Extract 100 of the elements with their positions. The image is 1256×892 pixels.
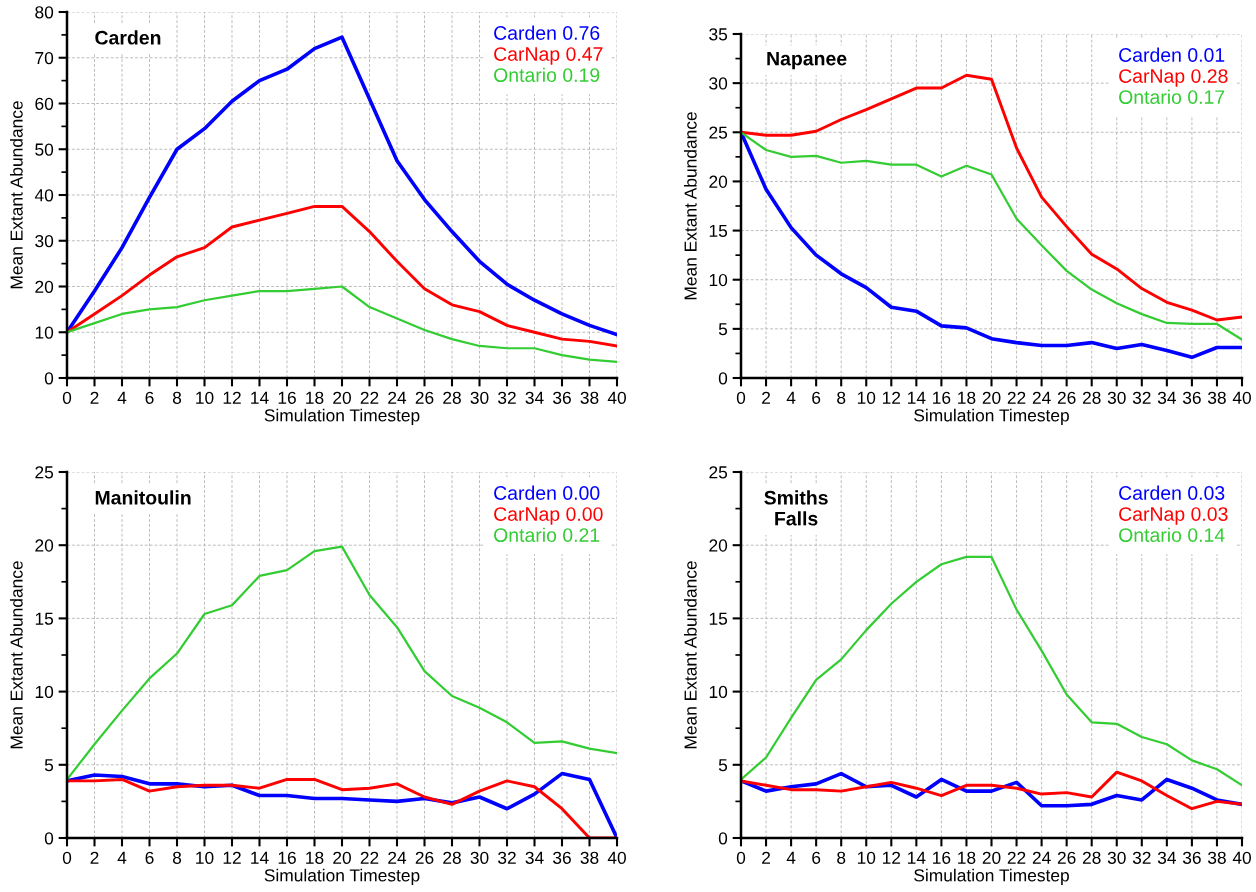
line-series xyxy=(67,545,617,781)
x-tick-label: 40 xyxy=(607,391,626,404)
x-axis-title: Simulation Timestep xyxy=(914,408,1069,425)
x-tick-label: 18 xyxy=(958,391,976,404)
y-tick-label: 0 xyxy=(44,832,54,845)
y-tick-label: 35 xyxy=(709,28,728,41)
y-tick-label: 25 xyxy=(35,466,54,479)
y-tick-label: 0 xyxy=(44,372,54,385)
x-tick-label: 12 xyxy=(882,851,901,864)
x-tick-label: 10 xyxy=(196,851,214,864)
y-tick-label: 15 xyxy=(709,612,728,625)
x-tick-label: 22 xyxy=(360,851,379,864)
y-tick-label: 80 xyxy=(35,6,54,19)
x-tick-label: 36 xyxy=(553,851,571,864)
y-tick-label: 0 xyxy=(718,372,728,385)
x-tick-label: 2 xyxy=(90,391,99,404)
x-tick-label: 20 xyxy=(982,851,1001,864)
text: Carden 0.76 xyxy=(494,25,600,40)
text: Ontario 0.19 xyxy=(494,67,600,82)
x-tick-label: 34 xyxy=(525,851,544,864)
text: CarNap 0.00 xyxy=(494,507,603,525)
text: Carden 0.03 xyxy=(1119,485,1225,500)
x-tick-label: 36 xyxy=(553,391,571,404)
x-tick-label: 32 xyxy=(1132,851,1151,864)
x-tick-label: 26 xyxy=(1057,851,1076,864)
y-axis-title: Mean Extant Abundance xyxy=(9,101,23,289)
y-tick-label: 5 xyxy=(718,759,728,772)
x-tick-label: 38 xyxy=(580,851,599,864)
x-tick-label: 4 xyxy=(786,391,796,404)
y-tick-label: 5 xyxy=(718,323,728,336)
x-tick-label: 8 xyxy=(172,391,182,404)
y-tick-label: 20 xyxy=(709,539,728,552)
x-tick-label: 24 xyxy=(1032,391,1051,404)
x-tick-label: 34 xyxy=(525,391,544,404)
x-tick-label: 30 xyxy=(470,851,489,864)
y-tick-label: 70 xyxy=(35,51,54,65)
x-tick-label: 26 xyxy=(1057,391,1076,404)
x-tick-label: 38 xyxy=(1207,851,1226,864)
x-tick-label: 32 xyxy=(1132,391,1151,404)
y-tick-label: 40 xyxy=(34,189,54,202)
x-tick-label: 4 xyxy=(117,851,127,864)
x-tick-label: 14 xyxy=(908,851,926,864)
x-tick-label: 16 xyxy=(933,851,951,864)
x-axis-title: Simulation Timestep xyxy=(914,868,1069,885)
text: Carden xyxy=(95,30,161,45)
text: Smiths Falls xyxy=(764,490,828,526)
y-tick-label: 20 xyxy=(35,539,54,552)
x-tick-label: 22 xyxy=(1007,851,1026,864)
text: Napanee xyxy=(767,51,847,70)
x-tick-label: 36 xyxy=(1182,851,1201,864)
x-tick-label: 24 xyxy=(388,391,407,404)
x-tick-label: 4 xyxy=(117,391,127,404)
x-tick-label: 40 xyxy=(607,851,626,864)
text: Ontario 0.21 xyxy=(494,527,600,542)
line-series xyxy=(741,555,1242,787)
y-tick-label: 10 xyxy=(35,685,54,699)
x-tick-label: 34 xyxy=(1157,851,1176,864)
x-tick-label: 36 xyxy=(1182,391,1201,404)
y-tick-label: 25 xyxy=(709,466,728,479)
x-tick-label: 30 xyxy=(1107,391,1126,404)
x-tick-label: 40 xyxy=(1232,851,1251,864)
text: Ontario 0.17 xyxy=(1119,89,1225,104)
x-tick-label: 6 xyxy=(812,391,821,404)
y-axis-title: Mean Extant Abundance xyxy=(683,561,697,749)
x-tick-label: 28 xyxy=(443,851,461,864)
x-tick-label: 24 xyxy=(388,851,407,864)
x-tick-label: 24 xyxy=(1032,851,1051,864)
x-tick-label: 22 xyxy=(360,391,379,404)
y-tick-label: 30 xyxy=(35,234,54,248)
y-axis-title: Mean Extant Abundance xyxy=(9,561,23,749)
text: CarNap 0.47 xyxy=(494,47,603,65)
x-tick-label: 0 xyxy=(736,391,746,404)
x-tick-label: 20 xyxy=(333,851,351,864)
x-tick-label: 4 xyxy=(786,851,796,864)
x-tick-label: 12 xyxy=(223,391,241,404)
text: CarNap 0.03 xyxy=(1119,507,1228,525)
x-tick-label: 8 xyxy=(172,851,182,864)
y-tick-label: 50 xyxy=(35,143,54,156)
x-tick-label: 38 xyxy=(1207,391,1226,404)
x-tick-label: 10 xyxy=(857,391,876,404)
y-tick-label: 10 xyxy=(35,326,54,339)
text: Carden 0.00 xyxy=(494,485,600,500)
y-tick-label: 10 xyxy=(709,273,728,287)
y-tick-label: 60 xyxy=(35,97,54,110)
y-tick-label: 25 xyxy=(709,126,728,139)
x-tick-label: 2 xyxy=(762,391,771,404)
x-tick-label: 38 xyxy=(580,391,599,404)
x-tick-label: 14 xyxy=(251,391,269,404)
text: Ontario 0.14 xyxy=(1119,527,1225,542)
x-tick-label: 16 xyxy=(278,851,296,864)
x-tick-label: 26 xyxy=(415,391,434,404)
line-series xyxy=(67,285,617,364)
x-tick-label: 14 xyxy=(908,391,926,404)
x-tick-label: 0 xyxy=(736,851,746,864)
x-tick-label: 20 xyxy=(982,391,1001,404)
line-series xyxy=(67,204,617,348)
x-tick-label: 6 xyxy=(145,391,154,404)
x-tick-label: 12 xyxy=(223,851,241,864)
x-tick-label: 18 xyxy=(306,851,324,864)
x-tick-label: 34 xyxy=(1157,391,1176,404)
